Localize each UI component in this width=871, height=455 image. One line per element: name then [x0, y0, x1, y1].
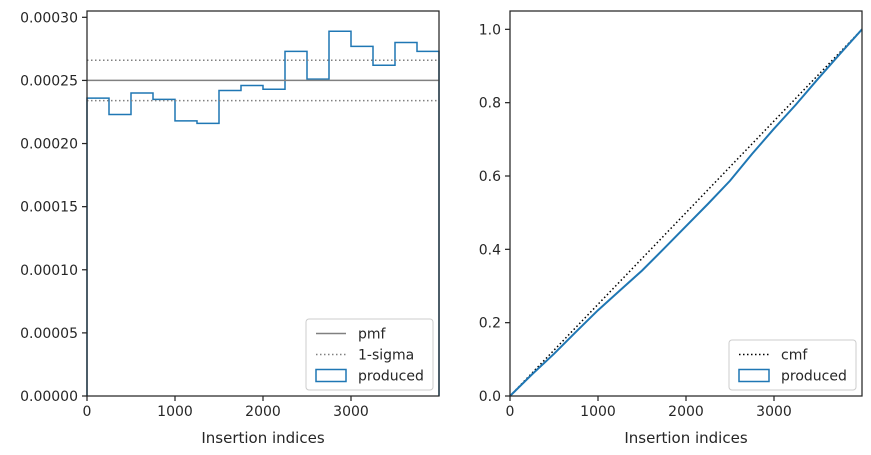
x-axis-label: Insertion indices: [624, 429, 747, 447]
x-axis-label: Insertion indices: [201, 429, 324, 447]
y-tick-label: 0.00020: [20, 137, 78, 153]
left-chart-pmf: 0 1000 2000 3000 0.00000 0.00005 0.00010 0.0001…: [20, 10, 440, 447]
legend-box: [728, 339, 857, 391]
y-tick-label: 0.2: [479, 316, 501, 332]
legend-handle-produced: [738, 368, 770, 383]
x-tick-label: 3000: [756, 404, 792, 420]
legend-label-pmf: pmf: [358, 327, 387, 343]
legend: cmf produced: [728, 339, 857, 391]
y-tick-label: 0.00030: [20, 10, 78, 26]
x-tick-label: 2000: [245, 404, 281, 420]
axes-frame: [509, 10, 863, 397]
y-tick-label: 0.6: [479, 169, 501, 185]
x-tick-label: 1000: [580, 404, 616, 420]
y-tick-label: 0.00000: [20, 389, 78, 405]
y-tick-label: 0.4: [479, 242, 501, 258]
legend-handle-produced: [315, 368, 347, 383]
y-tick-label: 0.00010: [20, 263, 78, 279]
legend-label-produced: produced: [358, 369, 424, 385]
right-chart-cmf: 0 1000 2000 3000 0.0 0.2 0.4 0.6 0.8 1.0 Insertion…: [479, 10, 863, 447]
produced-cumulative-line: [509, 28, 863, 397]
legend-box: [305, 318, 434, 391]
x-tick-label: 0: [83, 404, 92, 420]
y-tick-label: 0.00005: [20, 326, 78, 342]
x-tick-label: 1000: [157, 404, 193, 420]
cmf-line: [509, 28, 863, 397]
legend: pmf 1-sigma produced: [305, 318, 434, 391]
produced-histogram: [86, 30, 440, 396]
y-tick-label: 0.00025: [20, 73, 78, 89]
x-tick-label: 2000: [668, 404, 704, 420]
y-tick-label: 0.00015: [20, 200, 78, 216]
legend-label-produced: produced: [781, 369, 847, 385]
x-tick-label: 3000: [333, 404, 369, 420]
x-tick-label: 0: [506, 404, 515, 420]
legend-label-cmf: cmf: [781, 348, 808, 364]
y-tick-label: 0.0: [479, 389, 501, 405]
y-tick-label: 0.8: [479, 96, 501, 112]
y-tick-label: 1.0: [479, 22, 501, 38]
legend-label-1-sigma: 1-sigma: [358, 348, 414, 364]
